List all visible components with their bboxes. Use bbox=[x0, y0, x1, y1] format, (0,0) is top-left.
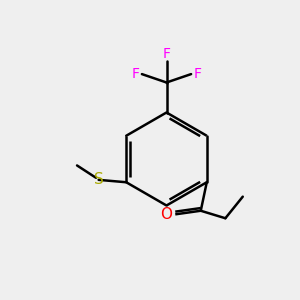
Text: O: O bbox=[160, 207, 172, 222]
Text: S: S bbox=[94, 172, 104, 187]
Text: F: F bbox=[194, 67, 202, 81]
Text: F: F bbox=[131, 67, 140, 81]
Text: F: F bbox=[163, 47, 170, 61]
